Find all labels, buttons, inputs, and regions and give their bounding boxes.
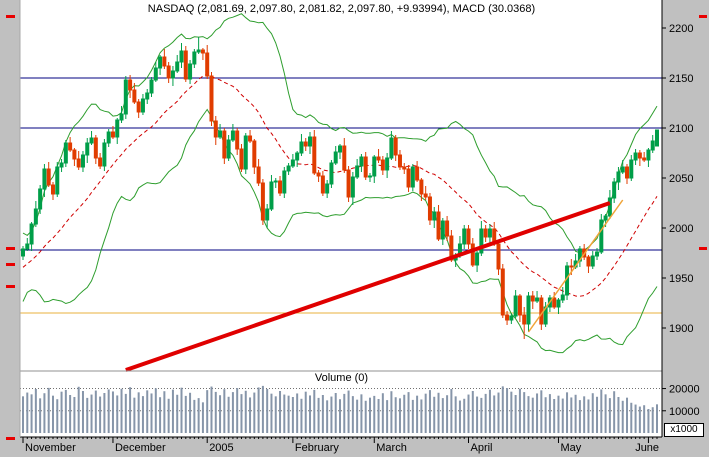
month-label: 2005 (209, 442, 233, 454)
volume-pane-label: Volume (0) (314, 372, 369, 384)
candles-layer (21, 37, 659, 339)
price-level-lines (20, 77, 662, 314)
month-label: May (560, 442, 581, 454)
trendline-rising-support-thick[interactable] (125, 201, 611, 372)
moving-average-line (22, 73, 658, 297)
volume-multiplier-box: x1000 (664, 423, 704, 437)
month-label: June (635, 442, 659, 454)
price-tick-label: 2150 (669, 73, 693, 85)
edge-marker-left-top (6, 15, 15, 18)
edge-marker-right-top (699, 15, 707, 18)
volume-bars-layer (22, 385, 658, 433)
month-label: March (376, 442, 407, 454)
time-axis: November December 2005 February March April Ma… (22, 437, 659, 454)
month-label: April (471, 442, 493, 454)
trendline-rising-support-thin[interactable] (527, 199, 624, 333)
edge-marker-left-3 (6, 285, 15, 288)
chart-title: NASDAQ (2,081.69, 2,097.80, 2,081.82, 2,… (147, 3, 536, 15)
bollinger-lower-band (22, 108, 658, 354)
month-label: December (115, 442, 166, 454)
edge-marker-left-1 (6, 247, 15, 250)
volume-axis-labels: 20000 10000 (662, 384, 700, 418)
month-label: February (295, 442, 340, 454)
price-tick-label: 2100 (669, 123, 693, 135)
edge-marker-right-1 (699, 247, 707, 250)
price-tick-label: 1900 (669, 323, 693, 335)
price-tick-label: 2050 (669, 173, 693, 185)
volume-tick-label: 10000 (669, 406, 700, 418)
bollinger-upper-band (22, 13, 658, 254)
price-axis-labels: 1900 1950 2000 2050 2100 2150 2200 (662, 23, 693, 335)
price-tick-label: 2000 (669, 223, 693, 235)
volume-tick-label: 20000 (669, 384, 700, 396)
price-tick-label: 1950 (669, 273, 693, 285)
plot-background (20, 0, 662, 437)
plot-borders (19, 0, 663, 438)
price-tick-label: 2200 (669, 23, 693, 35)
edge-marker-left-2 (6, 263, 15, 266)
month-label: November (25, 442, 76, 454)
edge-marker-left-bottom (6, 437, 15, 440)
